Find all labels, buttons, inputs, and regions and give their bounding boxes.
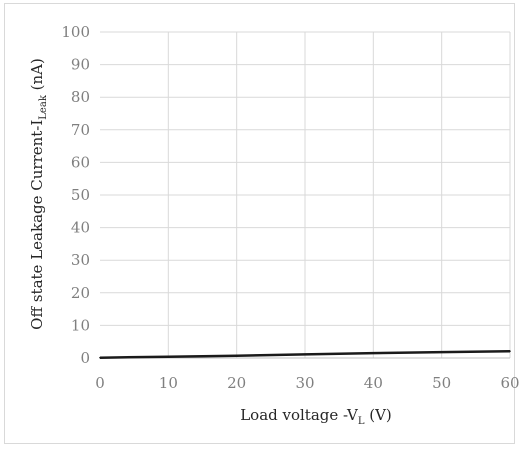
data-point-0-4 [372,352,375,354]
y-tick-label-90: 90 [71,56,90,74]
grid-lines [100,31,511,358]
y-axis-title-main: Off state Leakage Current-I [28,120,46,330]
data-point-0-3 [304,353,306,356]
y-tick-label-50: 50 [71,186,90,204]
data-point-0-1 [167,355,170,358]
y-tick-label-0: 0 [80,349,90,367]
x-axis-title-unit: (V) [364,406,391,424]
x-tick-label-0: 0 [95,374,105,392]
y-axis-title-subscript: Leak [38,94,49,120]
y-tick-label-30: 30 [71,251,90,269]
chart-frame [4,3,515,444]
data-point-0-6 [509,350,511,352]
data-point-0-2 [235,354,238,357]
x-axis-title-subscript: L [358,416,365,427]
x-axis-title: Load voltage -VL (V) [240,406,392,427]
x-tick-label-20: 20 [227,374,246,392]
x-axis-title-main: Load voltage -V [240,406,359,424]
y-tick-labels: 0 10 20 30 40 50 60 70 80 90 100 [61,23,90,367]
y-tick-label-100: 100 [61,23,90,41]
x-tick-label-50: 50 [432,374,451,392]
y-tick-label-20: 20 [71,284,90,302]
y-axis-title: Off state Leakage Current-ILeak (nA) [28,58,49,330]
series-layer [99,349,511,359]
y-tick-label-40: 40 [71,219,90,237]
y-tick-label-60: 60 [71,153,90,171]
y-tick-label-80: 80 [71,88,90,106]
x-tick-label-30: 30 [295,374,314,392]
data-point-0-0 [99,356,101,359]
x-tick-label-10: 10 [159,374,178,392]
x-tick-label-40: 40 [364,374,383,392]
y-tick-label-10: 10 [71,316,90,334]
y-tick-label-70: 70 [71,121,90,139]
data-point-0-5 [440,351,443,353]
y-axis-title-unit: (nA) [28,58,46,95]
x-tick-label-60: 60 [500,374,519,392]
x-tick-labels: 0 10 20 30 40 50 60 [95,374,519,392]
